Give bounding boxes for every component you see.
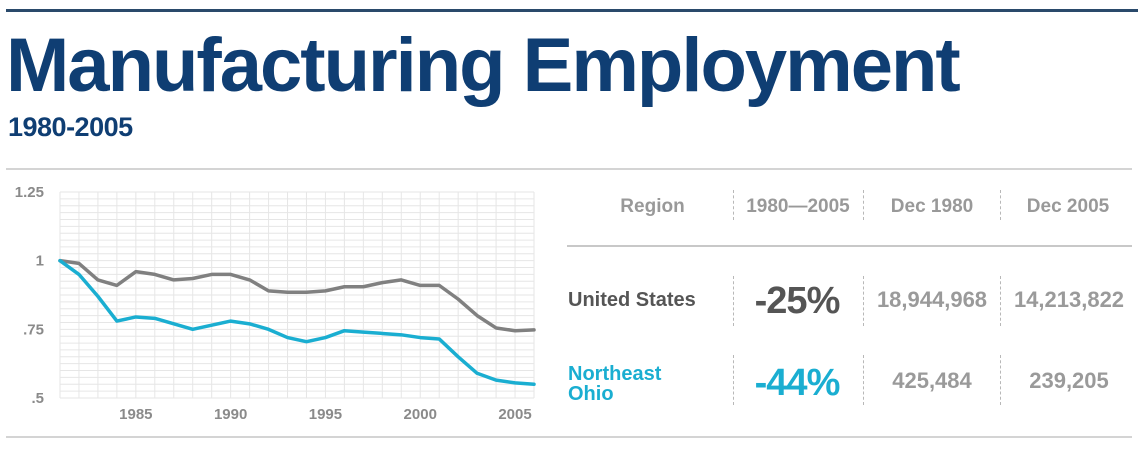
- header-dec-1980: Dec 1980: [890, 196, 974, 217]
- header-divider: [733, 190, 734, 220]
- table-header-rule: [567, 245, 1132, 247]
- header-dec-2005: Dec 2005: [1026, 196, 1110, 217]
- row-label-line: Northeast: [568, 363, 662, 385]
- y-tick-label: .5: [31, 390, 44, 407]
- row-divider: [1000, 276, 1001, 326]
- row-divider: [733, 276, 734, 326]
- row-label-line: Ohio: [568, 383, 614, 405]
- page-title: Manufacturing Employment: [6, 23, 961, 108]
- header-change: 1980—2005: [746, 196, 850, 217]
- header-divider: [1000, 190, 1001, 220]
- dec-2005-northeast-ohio: 239,205: [1029, 368, 1109, 393]
- dec-1980-northeast-ohio: 425,484: [892, 368, 972, 393]
- section-divider: [6, 168, 1132, 170]
- dec-2005-united-states: 14,213,822: [1013, 287, 1125, 312]
- row-label-united-states: United States: [568, 289, 696, 311]
- x-tick-label: 2000: [404, 406, 437, 423]
- x-tick-label: 1990: [214, 406, 247, 423]
- y-tick-label: .75: [23, 321, 44, 338]
- row-divider: [863, 276, 864, 326]
- x-axis-ticks: 1985 1990 1995 2000 2005: [119, 406, 532, 423]
- y-tick-label: 1: [36, 253, 44, 270]
- row-divider: [733, 355, 734, 405]
- bottom-rule: [6, 436, 1132, 438]
- chart-grid: [59, 191, 535, 399]
- page-subtitle: 1980-2005: [8, 112, 133, 142]
- series-line-northeast-ohio: [58, 258, 536, 387]
- row-divider: [1000, 355, 1001, 405]
- series-line-united-states: [58, 258, 536, 333]
- chart-lines: [58, 258, 536, 387]
- change-northeast-ohio: -44%: [754, 362, 841, 404]
- y-tick-label: 1.25: [15, 184, 44, 201]
- line-chart: 1.25 1 .75 .5 1985 1990 1995 2000 2005: [15, 184, 536, 423]
- change-united-states: -25%: [754, 280, 841, 322]
- x-tick-label: 2005: [498, 406, 531, 423]
- header-divider: [863, 190, 864, 220]
- top-rule: [6, 9, 1138, 12]
- dec-1980-united-states: 18,944,968: [876, 287, 988, 312]
- x-tick-label: 1985: [119, 406, 152, 423]
- x-tick-label: 1995: [309, 406, 342, 423]
- row-divider: [863, 355, 864, 405]
- header-region: Region: [620, 196, 685, 217]
- y-axis-ticks: 1.25 1 .75 .5: [15, 184, 44, 407]
- row-label-northeast-ohio: Northeast Ohio: [568, 364, 661, 404]
